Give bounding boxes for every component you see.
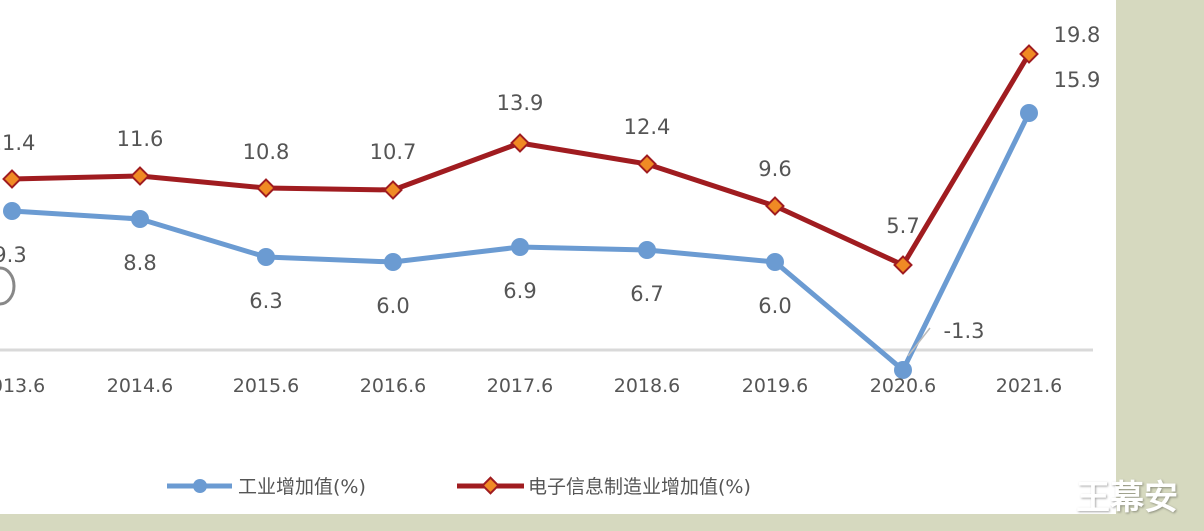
series-electronics-markers <box>2 44 1039 275</box>
watermark: 王幕安 <box>1076 478 1178 518</box>
data-label: 6.7 <box>630 282 663 306</box>
data-label: 15.9 <box>1054 68 1101 92</box>
x-tick-label: 2019.6 <box>742 375 808 397</box>
data-label: 13.9 <box>497 91 544 115</box>
legend-item-industrial: 工业增加值(%) <box>238 476 366 498</box>
leader-line <box>907 327 931 357</box>
data-label: 10.7 <box>370 140 417 164</box>
legend-industrial-marker-icon <box>193 479 207 493</box>
x-tick-label: 2021.6 <box>996 375 1062 397</box>
line-chart: 11.4 11.6 10.8 10.7 13.9 12.4 9.6 5.7 19… <box>0 23 1101 498</box>
x-tick-label: 2013.6 <box>0 375 45 397</box>
data-label: 9.6 <box>758 157 791 181</box>
data-label: 11.6 <box>117 127 164 151</box>
legend-electronics-marker-icon <box>481 476 500 495</box>
data-label: 10.8 <box>243 140 290 164</box>
x-tick-label: 2015.6 <box>233 375 299 397</box>
x-tick-label: 2020.6 <box>870 375 936 397</box>
series-electronics-line <box>11 52 1032 268</box>
data-label: 5.7 <box>886 214 919 238</box>
data-label: -1.3 <box>944 319 985 343</box>
cropped-circle-icon <box>0 266 16 306</box>
data-label: 19.8 <box>1054 23 1101 47</box>
x-tick-label: 2018.6 <box>614 375 680 397</box>
legend: 工业增加值(%) 电子信息制造业增加值(%) <box>167 476 751 498</box>
data-label: 12.4 <box>624 115 671 139</box>
data-label: 6.9 <box>503 279 536 303</box>
x-tick-label: 2014.6 <box>107 375 173 397</box>
x-tick-label: 2017.6 <box>487 375 553 397</box>
series-industrial-markers <box>3 104 1038 379</box>
data-label: 9.3 <box>0 243 27 267</box>
chart-panel: 11.4 11.6 10.8 10.7 13.9 12.4 9.6 5.7 19… <box>0 0 1116 514</box>
data-label: 6.0 <box>376 294 409 318</box>
data-label: 8.8 <box>123 251 156 275</box>
legend-item-electronics: 电子信息制造业增加值(%) <box>528 476 751 498</box>
x-tick-label: 2016.6 <box>360 375 426 397</box>
data-label: 11.4 <box>0 131 35 155</box>
data-label: 6.3 <box>249 289 282 313</box>
data-label: 6.0 <box>758 294 791 318</box>
